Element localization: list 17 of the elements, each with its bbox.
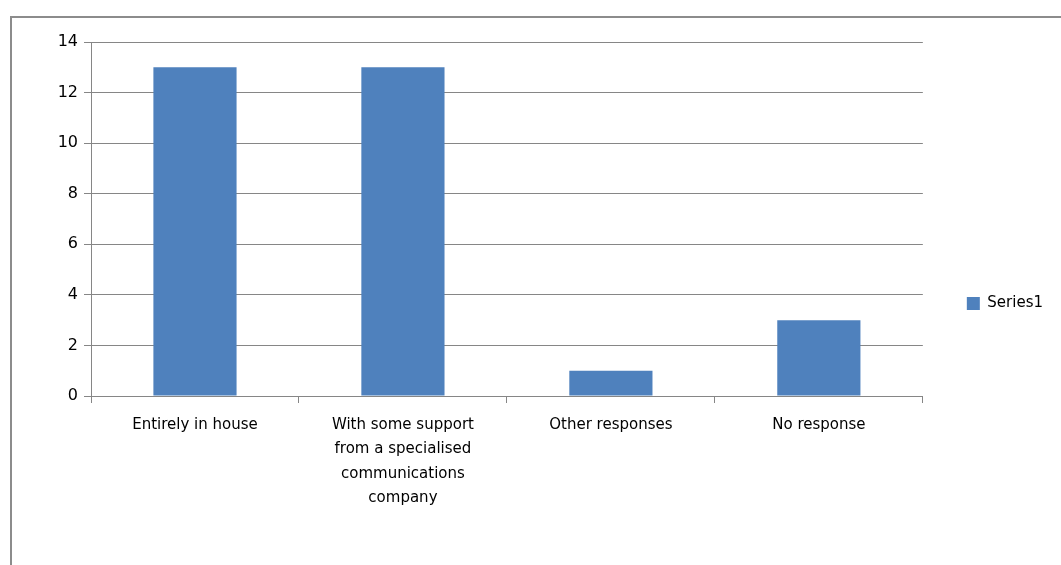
- y-tick-label: 2: [67, 334, 78, 354]
- bar: [777, 320, 861, 396]
- y-tick-label: 6: [67, 233, 78, 253]
- x-tick-label: No response: [772, 415, 866, 434]
- bar: [361, 67, 445, 396]
- bar: [153, 67, 237, 396]
- y-tick-label: 8: [67, 182, 78, 202]
- y-tick-label: 0: [67, 385, 78, 405]
- legend-label: Series1: [987, 293, 1043, 312]
- y-tick-label: 14: [57, 31, 78, 51]
- y-tick-label: 4: [67, 284, 78, 304]
- y-tick-label: 10: [57, 132, 78, 152]
- x-tick-label: With some support from a specialised communications company: [331, 415, 475, 506]
- x-tick-label: Other responses: [549, 415, 673, 434]
- x-tick-label: Entirely in house: [132, 415, 258, 434]
- bar: [569, 370, 653, 396]
- y-tick-label: 12: [57, 81, 78, 101]
